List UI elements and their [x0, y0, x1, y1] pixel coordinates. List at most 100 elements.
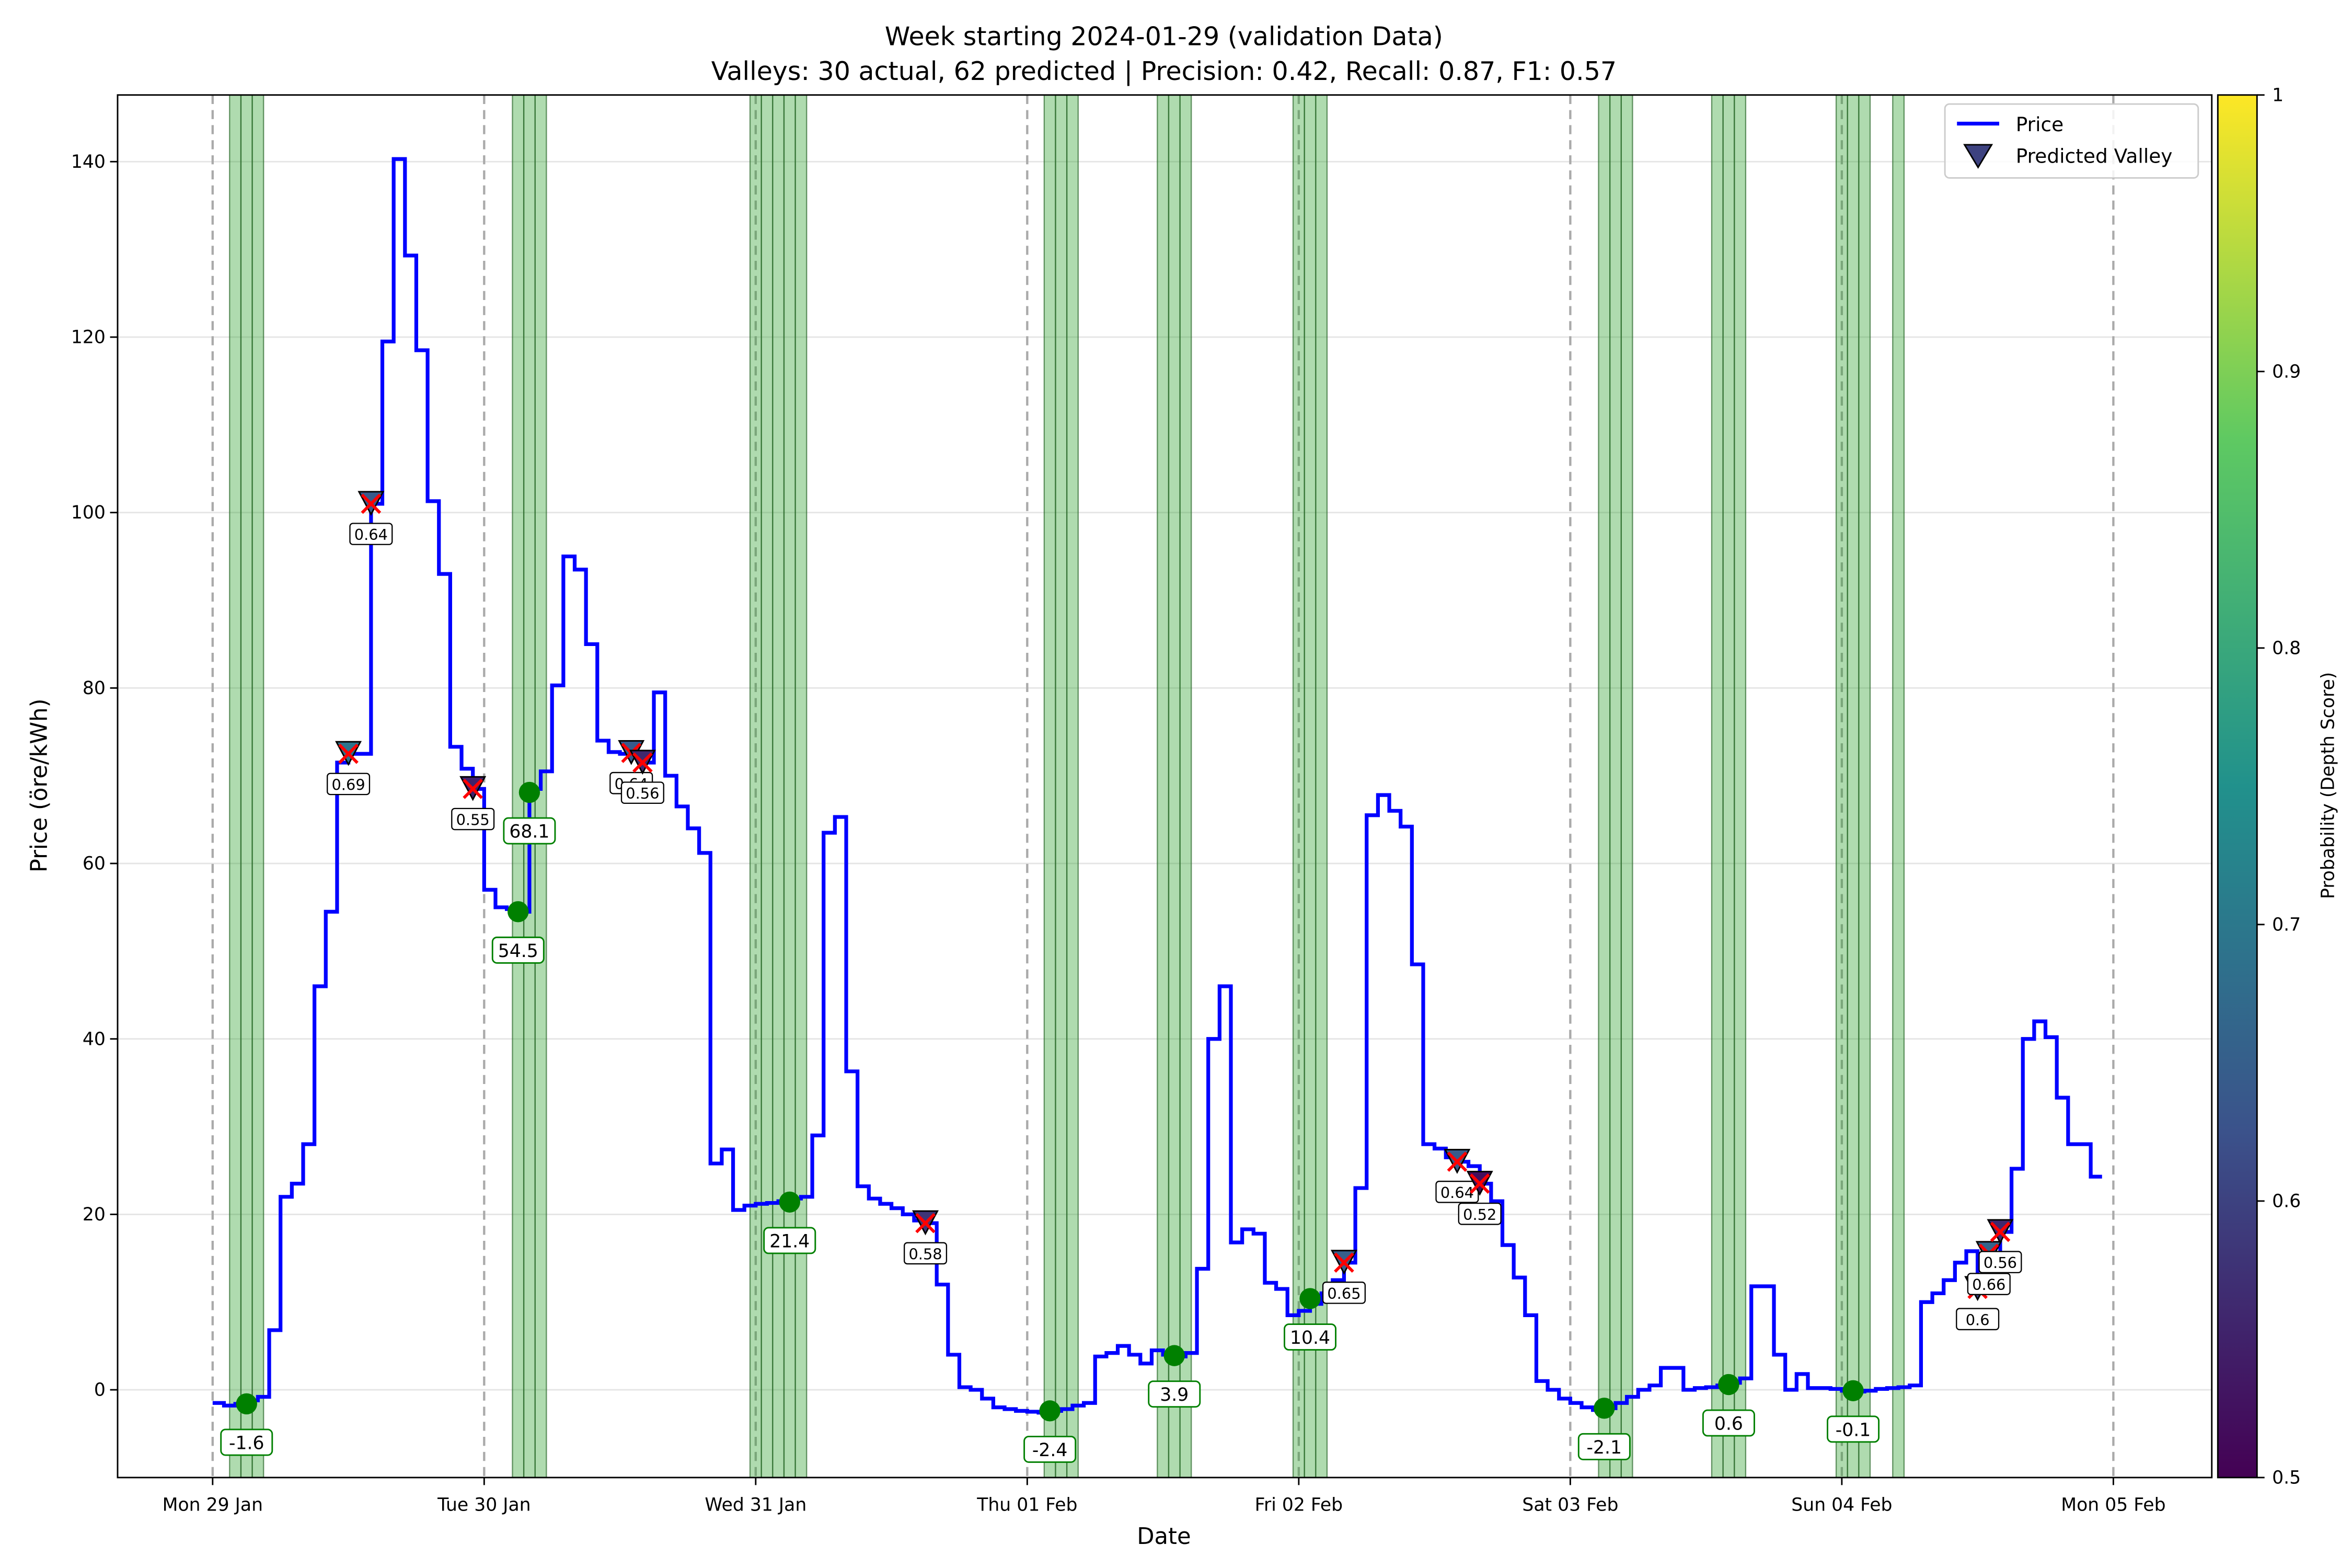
actual-valley-band	[229, 95, 242, 1478]
valley-marker	[1163, 1345, 1185, 1366]
y-tick-label: 20	[83, 1204, 106, 1225]
probability-label: 0.69	[331, 776, 365, 793]
x-tick-label: Tue 30 Jan	[437, 1494, 531, 1515]
y-tick-label: 40	[83, 1029, 106, 1050]
x-axis-label: Date	[1137, 1524, 1191, 1550]
probability-label: 0.65	[1327, 1285, 1361, 1302]
colorbar-tick-label: 0.5	[2272, 1467, 2301, 1488]
predicted-cross	[1447, 1151, 1468, 1172]
actual-valley-band	[1892, 95, 1905, 1478]
probability-box	[1322, 1282, 1366, 1304]
valley-label: 0.6	[1714, 1414, 1743, 1435]
actual-valley-band	[749, 95, 762, 1478]
colorbar-gradient	[2217, 94, 2258, 1479]
probability-box	[1967, 1273, 2011, 1295]
valley-marker	[1039, 1400, 1060, 1422]
probability-box	[1458, 1202, 1502, 1225]
predicted-cross	[338, 743, 359, 764]
actual-valley-band	[794, 95, 808, 1478]
valley-label-box	[1577, 1433, 1631, 1460]
valley-label: -1.6	[229, 1433, 264, 1454]
actual-valley-band	[1066, 95, 1079, 1478]
probability-box	[1978, 1251, 2022, 1274]
probability-box	[327, 773, 371, 795]
predicted-cross	[915, 1213, 936, 1233]
x-tick-label: Wed 31 Jan	[705, 1494, 806, 1515]
x-tick-label: Sun 04 Feb	[1791, 1494, 1892, 1515]
legend-label: Price	[2016, 113, 2063, 136]
valley-marker	[1842, 1380, 1864, 1401]
y-tick-label: 80	[83, 678, 106, 699]
valley-label: 21.4	[769, 1231, 810, 1252]
valley-marker	[508, 901, 529, 923]
x-tick-label: Mon 29 Jan	[163, 1494, 263, 1515]
predicted-cross	[1990, 1221, 2011, 1242]
chart-title: Week starting 2024-01-29 (validation Dat…	[885, 21, 1443, 52]
plot-frame	[117, 94, 2213, 1479]
probability-label: 0.55	[456, 811, 490, 829]
probability-label: 0.58	[908, 1245, 942, 1263]
valley-label: 10.4	[1290, 1328, 1330, 1348]
probability-label: 0.64	[1440, 1184, 1474, 1202]
valley-marker	[236, 1393, 257, 1415]
legend-swatch-predicted	[1963, 144, 1993, 169]
x-tick-label: Thu 01 Feb	[976, 1494, 1077, 1515]
actual-valley-band	[1835, 95, 1848, 1478]
actual-valley-band	[1722, 95, 1735, 1478]
valley-label: -0.1	[1836, 1420, 1871, 1440]
y-axis-label: Price (öre/kWh)	[26, 699, 52, 873]
x-tick-label: Mon 05 Feb	[2061, 1494, 2165, 1515]
legend-label: Predicted Valley	[2016, 145, 2173, 168]
valley-label: -2.1	[1587, 1437, 1622, 1458]
actual-valley-band	[1734, 95, 1747, 1478]
actual-valley-band	[1315, 95, 1328, 1478]
actual-valley-band	[1157, 95, 1170, 1478]
valley-label-box	[220, 1428, 273, 1456]
predicted-cross	[361, 493, 382, 514]
valley-label-box	[1827, 1415, 1880, 1443]
probability-box	[451, 808, 495, 831]
probability-box	[904, 1242, 948, 1265]
probability-box	[620, 781, 664, 804]
predicted-cross	[1469, 1173, 1490, 1194]
probability-label: 0.52	[1463, 1206, 1496, 1224]
x-tick-label: Sat 03 Feb	[1522, 1494, 1618, 1515]
actual-valley-band	[251, 95, 264, 1478]
actual-valley-band	[1292, 95, 1305, 1478]
axes: 0 20 40 60 80 100 120 140 Mon 29 Jan Tue 30 Jan We…	[71, 152, 2166, 1516]
valley-label: 68.1	[509, 822, 549, 843]
y-tick-label: 140	[71, 152, 106, 172]
valley-label-box	[763, 1227, 816, 1254]
actual-valley-band	[1304, 95, 1317, 1478]
valley-marker	[1718, 1374, 1739, 1396]
x-tick-label: Fri 02 Feb	[1255, 1494, 1343, 1515]
valley-label-box	[1284, 1323, 1337, 1351]
chart-subtitle: Valleys: 30 actual, 62 predicted | Preci…	[711, 56, 1617, 86]
valley-marker	[1594, 1398, 1615, 1419]
actual-valley-band	[783, 95, 796, 1478]
colorbar-tick-label: 0.7	[2272, 914, 2301, 935]
actual-valley-band	[760, 95, 774, 1478]
y-tick-label: 120	[71, 327, 106, 348]
valley-label: -2.4	[1032, 1440, 1068, 1461]
colorbar: Probability (Depth Score) 0.5 0.6 0.7 0.8 0.…	[2217, 85, 2338, 1488]
colorbar-tick-label: 0.8	[2272, 638, 2301, 659]
colorbar-tick-label: 0.9	[2272, 361, 2301, 382]
valley-label-box	[1148, 1380, 1201, 1408]
plot-area: -1.6 54.5 68.1 21.4 -2.4 3.9 10.4 -2.1 0.6 -0.1 0.…	[118, 95, 2212, 1478]
probability-box	[1956, 1308, 2000, 1331]
y-tick-label: 60	[83, 854, 106, 874]
colorbar-label: Probability (Depth Score)	[2318, 672, 2338, 899]
probability-label: 0.64	[354, 526, 388, 544]
actual-valley-band	[772, 95, 785, 1478]
valley-label-box	[503, 817, 556, 845]
actual-valley-band	[1055, 95, 1068, 1478]
colorbar-tick-label: 0.6	[2272, 1191, 2301, 1212]
probability-label: 0.56	[626, 785, 659, 802]
predicted-cross	[632, 752, 653, 773]
valley-marker	[1299, 1288, 1321, 1309]
probability-label: 0.66	[1972, 1276, 2005, 1294]
probability-label: 0.6	[1966, 1311, 1990, 1329]
